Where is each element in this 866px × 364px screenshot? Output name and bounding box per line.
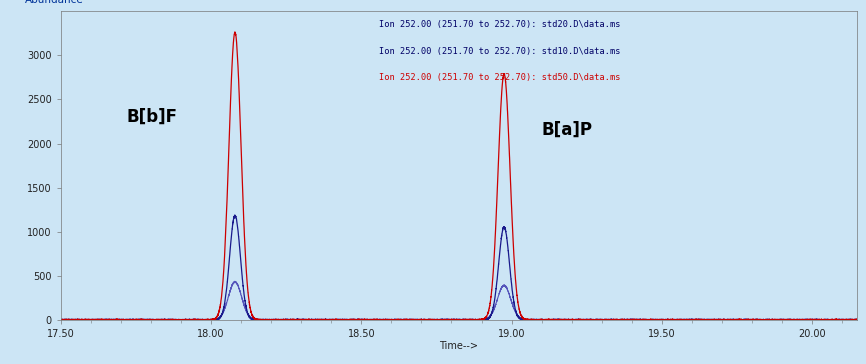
Text: B[a]P: B[a]P [541,121,592,139]
Text: Abundance: Abundance [25,0,83,5]
Text: Ion 252.00 (251.70 to 252.70): std10.D\data.ms: Ion 252.00 (251.70 to 252.70): std10.D\d… [379,47,621,55]
Text: B[b]F: B[b]F [126,107,178,126]
X-axis label: Time-->: Time--> [439,341,479,351]
Text: Ion 252.00 (251.70 to 252.70): std50.D\data.ms: Ion 252.00 (251.70 to 252.70): std50.D\d… [379,73,621,82]
Text: Ion 252.00 (251.70 to 252.70): std20.D\data.ms: Ion 252.00 (251.70 to 252.70): std20.D\d… [379,20,621,29]
